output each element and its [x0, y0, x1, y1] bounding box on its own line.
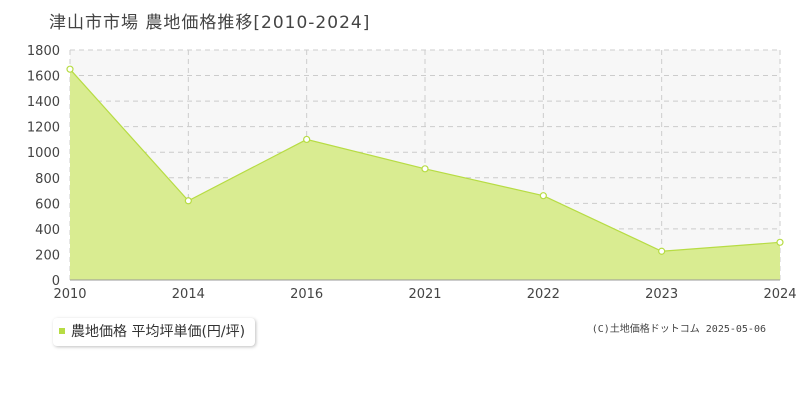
y-tick-label: 600: [35, 197, 60, 212]
y-tick-label: 200: [35, 248, 60, 263]
y-tick-label: 1600: [27, 70, 60, 85]
legend: 農地価格 平均坪単価(円/坪): [53, 318, 256, 346]
x-tick-label: 2010: [53, 287, 86, 302]
x-tick-label: 2016: [290, 287, 323, 302]
legend-swatch: [59, 328, 65, 334]
x-tick-label: 2022: [527, 287, 560, 302]
copyright-credit: (C)土地価格ドットコム 2025-05-06: [591, 324, 766, 335]
x-tick-label: 2014: [172, 287, 205, 302]
legend-label: 農地価格 平均坪単価(円/坪): [71, 324, 246, 340]
data-point: [658, 247, 666, 255]
data-point: [539, 192, 547, 200]
data-points: [66, 65, 784, 255]
y-tick-label: 1000: [27, 146, 60, 161]
y-tick-labels: 0 200 400 600 800 1000 1200 1400 1600 1800: [27, 44, 60, 289]
y-tick-label: 1400: [27, 95, 60, 110]
x-tick-label: 2024: [763, 287, 796, 302]
y-tick-label: 0: [52, 274, 60, 289]
data-point: [421, 165, 429, 173]
series-area: [70, 69, 780, 281]
chart-title: 津山市市場 農地価格推移[2010-2024]: [49, 13, 371, 33]
data-point: [184, 197, 192, 205]
y-tick-label: 1200: [27, 121, 60, 136]
data-point: [776, 238, 784, 246]
y-tick-label: 800: [35, 172, 60, 187]
x-tick-labels: 2010 2014 2016 2021 2022 2023 2024: [53, 287, 796, 302]
x-tick-label: 2021: [408, 287, 441, 302]
y-tick-label: 1800: [27, 44, 60, 59]
x-tick-label: 2023: [645, 287, 678, 302]
data-point: [303, 135, 311, 144]
data-point: [66, 65, 74, 73]
y-tick-label: 400: [35, 223, 60, 238]
